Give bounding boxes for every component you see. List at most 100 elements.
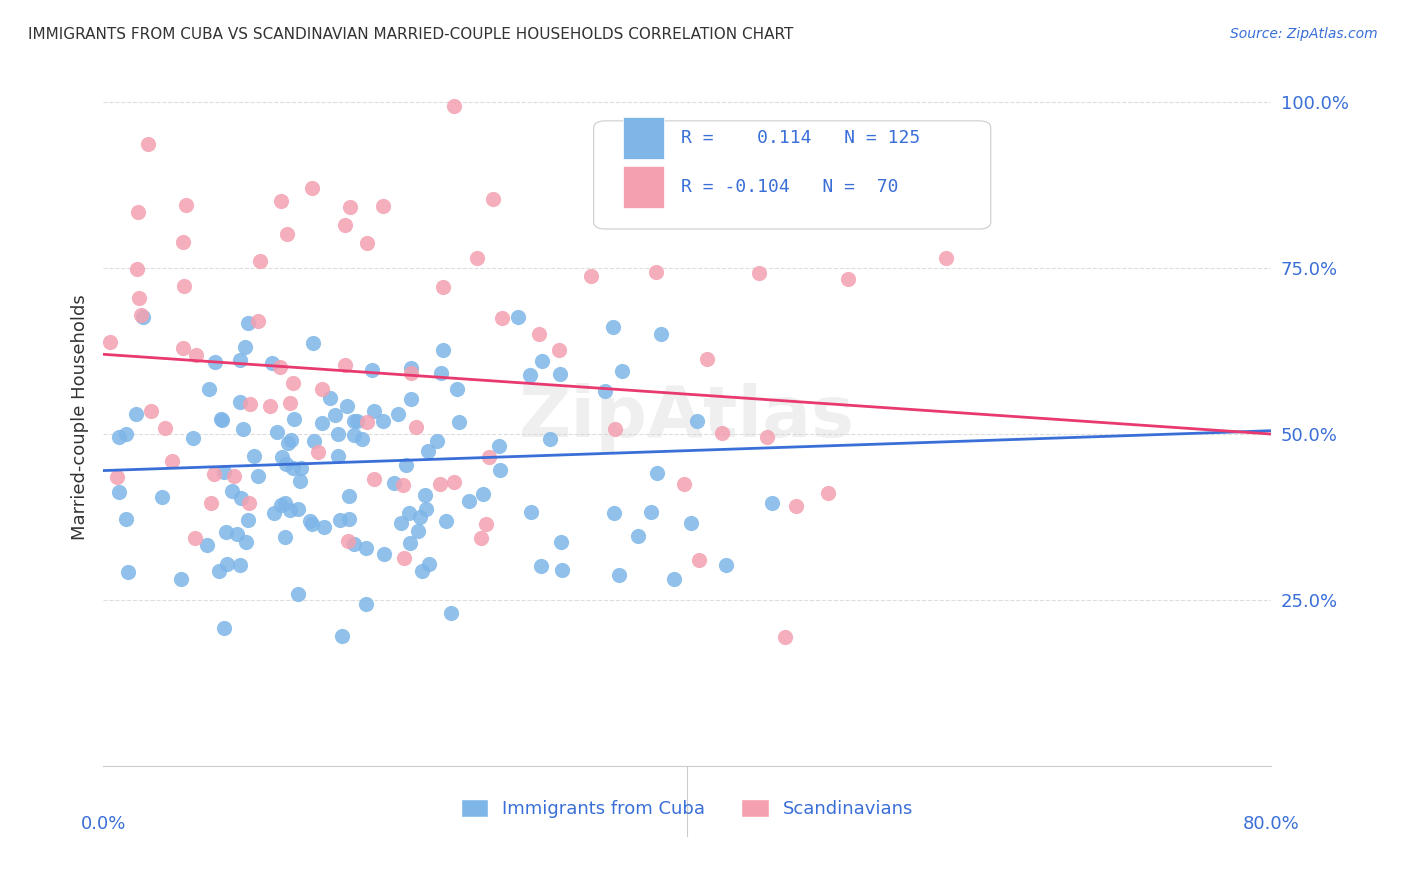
Point	[418, 443, 440, 458]
Point	[226, 527, 249, 541]
Point	[339, 200, 361, 214]
Point	[551, 563, 574, 577]
Point	[478, 450, 501, 465]
Point	[458, 494, 481, 508]
Point	[343, 537, 366, 551]
Point	[432, 343, 454, 357]
FancyBboxPatch shape	[623, 118, 664, 160]
Text: 0.0%: 0.0%	[80, 815, 125, 833]
Point	[688, 553, 710, 567]
Point	[108, 485, 131, 500]
Point	[679, 516, 702, 531]
Point	[231, 491, 253, 506]
Point	[132, 310, 155, 324]
Point	[650, 326, 672, 341]
Point	[274, 530, 297, 544]
Point	[186, 348, 208, 362]
Point	[233, 340, 256, 354]
Legend: Immigrants from Cuba, Scandinavians: Immigrants from Cuba, Scandinavians	[451, 789, 922, 827]
Point	[508, 310, 530, 324]
Point	[212, 621, 235, 635]
Point	[209, 412, 232, 426]
Point	[274, 496, 297, 510]
Point	[470, 532, 492, 546]
Point	[274, 457, 297, 471]
Point	[363, 472, 385, 486]
Point	[356, 541, 378, 556]
Point	[236, 317, 259, 331]
Point	[837, 272, 859, 286]
Point	[548, 367, 571, 381]
Point	[239, 396, 262, 410]
Point	[329, 513, 352, 527]
Point	[287, 587, 309, 601]
Point	[242, 449, 264, 463]
Point	[603, 421, 626, 435]
Point	[405, 420, 427, 434]
Point	[127, 262, 149, 277]
Point	[761, 496, 783, 510]
Point	[235, 534, 257, 549]
Point	[311, 417, 333, 431]
Point	[150, 490, 173, 504]
Point	[319, 391, 342, 405]
Point	[117, 565, 139, 579]
Point	[337, 512, 360, 526]
Point	[202, 467, 225, 482]
Point	[129, 309, 152, 323]
Point	[371, 199, 394, 213]
Point	[290, 460, 312, 475]
Point	[301, 181, 323, 195]
Point	[307, 445, 329, 459]
Point	[398, 506, 420, 520]
Point	[270, 194, 292, 208]
Point	[346, 414, 368, 428]
Point	[432, 280, 454, 294]
Point	[440, 606, 463, 620]
Point	[263, 506, 285, 520]
Point	[172, 341, 194, 355]
Point	[229, 558, 252, 573]
Point	[107, 430, 129, 444]
Point	[371, 414, 394, 428]
Point	[259, 399, 281, 413]
Point	[475, 517, 498, 532]
Point	[429, 366, 451, 380]
Point	[215, 524, 238, 539]
Point	[115, 427, 138, 442]
Point	[443, 99, 465, 113]
Point	[447, 415, 470, 429]
Point	[229, 352, 252, 367]
Point	[276, 227, 298, 241]
Point	[373, 547, 395, 561]
Point	[301, 516, 323, 531]
Point	[817, 485, 839, 500]
Point	[326, 427, 349, 442]
Point	[128, 291, 150, 305]
Point	[283, 460, 305, 475]
Point	[115, 512, 138, 526]
Point	[277, 436, 299, 450]
Point	[443, 475, 465, 489]
Point	[548, 343, 571, 357]
Point	[200, 496, 222, 510]
Point	[538, 433, 561, 447]
Point	[229, 395, 252, 409]
Point	[647, 466, 669, 480]
Point	[531, 354, 554, 368]
Point	[550, 535, 572, 549]
Point	[415, 502, 437, 516]
Point	[411, 564, 433, 578]
Text: 80.0%: 80.0%	[1243, 815, 1299, 833]
Point	[645, 265, 668, 279]
Point	[714, 558, 737, 573]
Point	[408, 509, 430, 524]
Point	[356, 415, 378, 429]
Text: ZipAtlas: ZipAtlas	[519, 383, 855, 452]
Point	[529, 326, 551, 341]
Point	[662, 572, 685, 586]
FancyBboxPatch shape	[623, 166, 664, 208]
Point	[413, 488, 436, 502]
Point	[519, 505, 541, 519]
Point	[436, 514, 458, 528]
